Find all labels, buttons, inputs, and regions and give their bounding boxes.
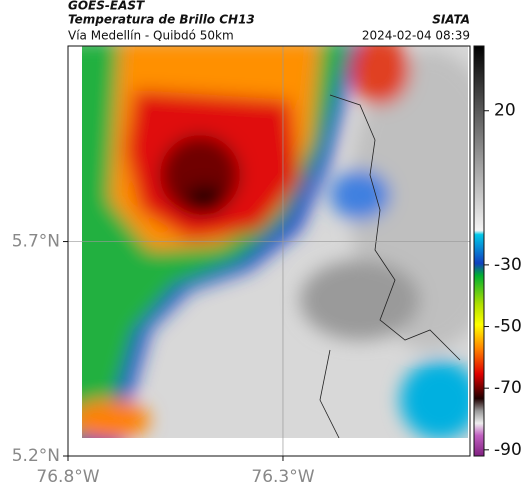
title: Temperatura de Brillo CH13 — [68, 13, 255, 27]
colorbar — [473, 45, 485, 457]
map-frame — [67, 45, 471, 457]
y-tick-label: 5.7°N — [12, 232, 60, 252]
satellite-image — [82, 46, 468, 438]
colorbar-ticks: 20 -30 -50 -70 -90 — [484, 101, 522, 460]
x-tick-label: 76.3°W — [251, 467, 314, 487]
timestamp: 2024-02-04 08:39 — [362, 29, 470, 43]
colorbar-tick-label: -50 — [494, 317, 522, 337]
y-tick-label: 5.2°N — [12, 446, 60, 466]
source: GOES-EAST — [68, 0, 145, 13]
subtitle: Vía Medellín - Quibdó 50km — [68, 29, 234, 43]
colorbar-tick-label: -70 — [494, 378, 522, 398]
colorbar-tick-label: -90 — [494, 440, 522, 460]
axes: 76.8°W 76.3°W 5.7°N 5.2°N — [12, 232, 315, 487]
x-tick-label: 76.8°W — [36, 467, 99, 487]
colorbar-tick-label: -30 — [494, 255, 522, 275]
colorbar-tick-label: 20 — [494, 101, 516, 121]
brand: SIATA — [432, 13, 470, 27]
